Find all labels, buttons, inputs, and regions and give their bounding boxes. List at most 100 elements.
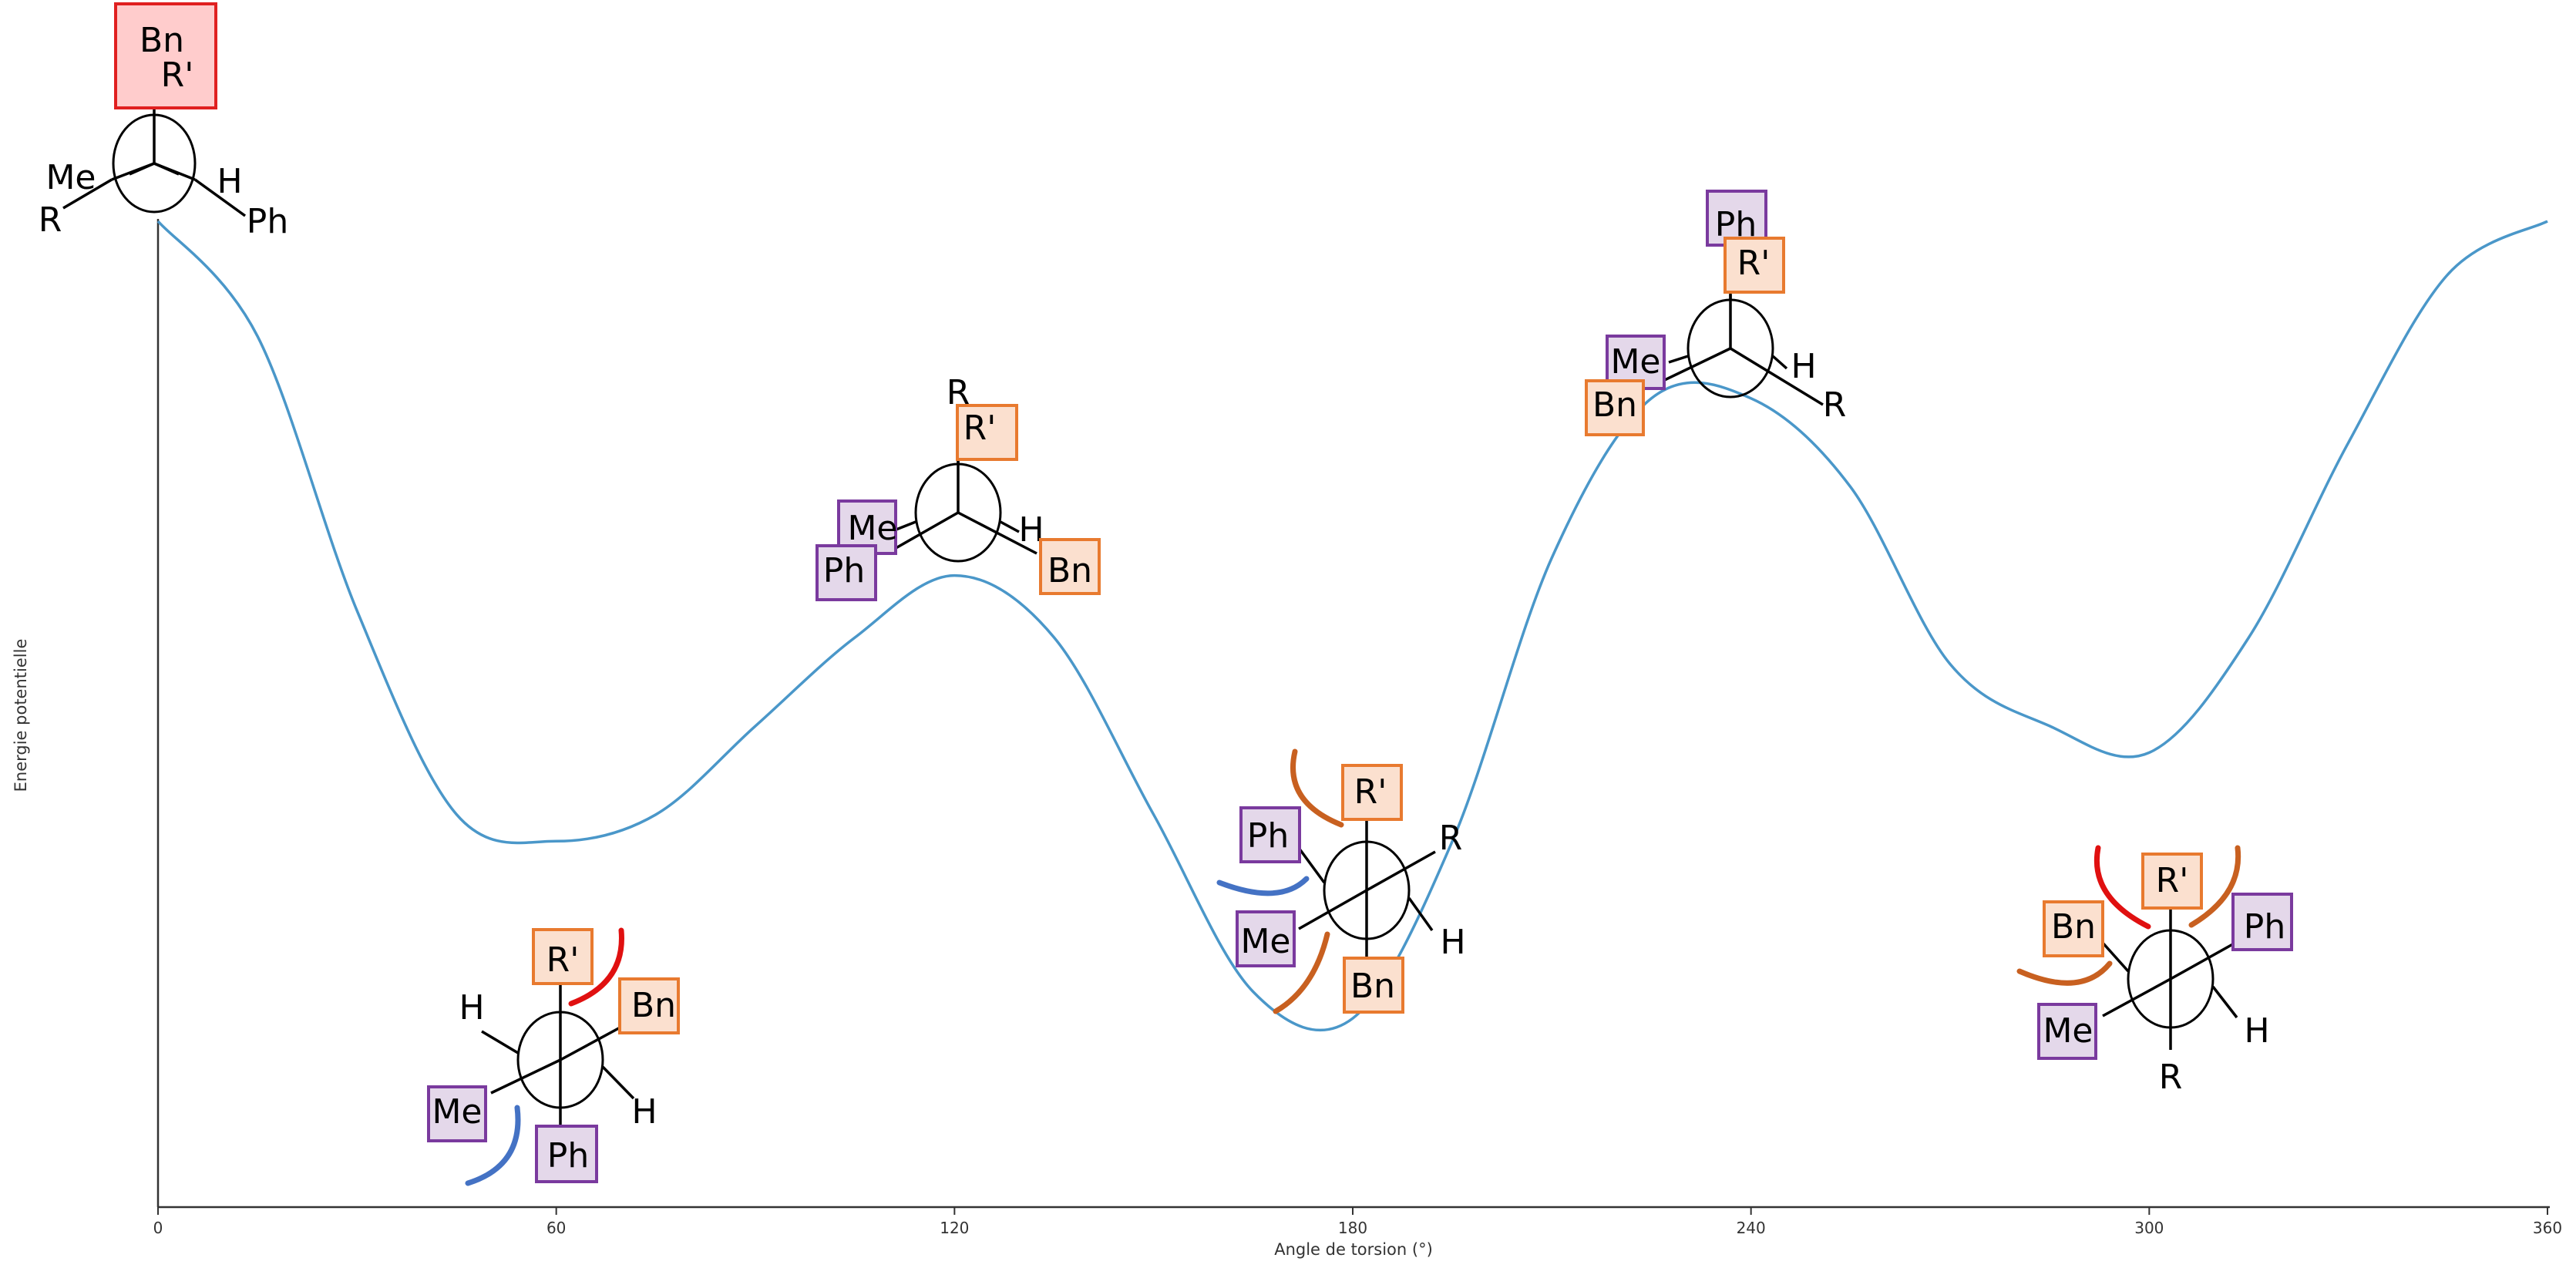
substituent-box-orange — [2141, 853, 2203, 910]
substituent-box-purple — [427, 1085, 487, 1142]
arc-orange-300-left — [2016, 960, 2113, 986]
newman-bond — [560, 1024, 625, 1061]
substituent-label: H — [1791, 347, 1816, 386]
newman-180: R' Ph R Me H Bn — [1236, 764, 1466, 1014]
x-tick-label: 300 — [2134, 1219, 2164, 1237]
newman-bond — [1730, 347, 1824, 406]
substituent-label: Me — [45, 158, 96, 197]
substituent-label: R — [2159, 1058, 2183, 1097]
newman-bond — [2170, 940, 2238, 980]
substituent-box-orange — [1723, 237, 1785, 294]
x-axis-label: Angle de torsion (°) — [1274, 1240, 1433, 1259]
y-axis-label: Energie potentielle — [12, 639, 30, 792]
substituent-label: Bn — [631, 986, 676, 1025]
substituent-box-orange — [1343, 957, 1404, 1014]
substituent-label: R' — [963, 409, 997, 448]
arc-orange-180-top — [1290, 748, 1344, 828]
axes: 0 60 120 180 240 300 360 Angle de torsion (°) … — [12, 219, 2562, 1259]
newman-bond — [2102, 977, 2171, 1017]
substituent-label: Bn — [140, 21, 184, 60]
x-tick-label: 0 — [153, 1219, 163, 1237]
substituent-box-purple — [816, 544, 877, 601]
newman-300: R' Bn Ph Me H R — [2037, 853, 2293, 1097]
newman-0: BnR' Me H R Ph — [39, 2, 288, 241]
substituent-label: Ph — [1247, 816, 1289, 856]
x-tick-label: 360 — [2533, 1219, 2562, 1237]
substituent-label: Ph — [547, 1136, 589, 1176]
substituent-box-orange — [532, 928, 594, 985]
substituent-label: R — [1823, 385, 1847, 425]
newman-bond — [957, 511, 1037, 555]
substituent-box-purple — [2037, 1003, 2097, 1060]
arc-red-300 — [2093, 845, 2151, 930]
newman-bond — [1771, 355, 1788, 370]
substituent-label: H — [217, 162, 242, 201]
substituent-label: R' — [2156, 861, 2189, 900]
newman-bond — [490, 1058, 561, 1095]
arc-blue-60 — [465, 1105, 521, 1186]
substituent-box-purple — [1239, 806, 1301, 863]
substituent-box-purple — [1706, 190, 1767, 247]
substituent-box-purple — [1236, 910, 1296, 967]
substituent-box-orange — [1039, 538, 1101, 595]
substituent-label: R — [39, 200, 62, 240]
newman-60: R' Bn H Me Ph H — [427, 928, 680, 1183]
substituent-label: Ph — [2244, 907, 2285, 947]
substituent-label: R — [1439, 819, 1463, 858]
substituent-box-red — [114, 2, 217, 109]
x-tick-label: 60 — [546, 1219, 566, 1237]
substituent-label: Me — [432, 1092, 482, 1132]
newman-bond — [601, 1065, 635, 1100]
substituent-label: Me — [847, 509, 897, 548]
arc-orange-300-right — [2188, 845, 2241, 928]
newman-bond — [1653, 347, 1731, 387]
substituent-box-orange — [2043, 900, 2104, 957]
newman-bond — [153, 162, 180, 176]
substituent-label: H — [459, 988, 484, 1028]
substituent-box-orange — [618, 977, 680, 1034]
substituent-label: Me — [1610, 342, 1660, 382]
substituent-label: Ph — [823, 551, 865, 590]
substituent-box-orange — [1341, 764, 1403, 821]
substituent-label: R' — [1354, 772, 1387, 812]
newman-bond — [129, 162, 155, 176]
substituent-box-orange — [1585, 379, 1645, 436]
substituent-label: H — [1440, 923, 1465, 962]
substituent-label: Bn — [1592, 385, 1637, 425]
newman-bond — [1298, 889, 1367, 930]
substituent-box-orange — [956, 404, 1018, 461]
substituent-box-purple — [535, 1125, 598, 1183]
arc-blue-180 — [1216, 876, 1310, 896]
newman-bond — [193, 178, 247, 217]
substituent-label: Me — [2043, 1011, 2093, 1051]
newman-bond — [886, 511, 959, 555]
interaction-arcs — [465, 748, 2241, 1186]
substituent-label: Bn — [1048, 551, 1092, 590]
newman-bond — [1297, 846, 1326, 884]
newman-bond — [2100, 940, 2130, 973]
newman-bond — [1407, 896, 1434, 932]
newman-bond — [1000, 520, 1020, 533]
substituent-label: Ph — [247, 202, 288, 241]
x-tick-label: 120 — [940, 1219, 969, 1237]
arc-red-60 — [568, 927, 624, 1007]
x-tick-label: 180 — [1338, 1219, 1367, 1237]
substituent-label: R' — [1737, 244, 1771, 283]
x-tick-label: 240 — [1737, 1219, 1766, 1237]
substituent-label: R' — [546, 940, 580, 980]
substituent-box-purple — [2231, 893, 2293, 951]
substituent-label: H — [631, 1092, 657, 1132]
newman-bond — [1668, 355, 1689, 364]
substituent-label: Bn — [1350, 967, 1395, 1006]
substituent-label: R' — [161, 55, 194, 95]
substituent-label: H — [2244, 1011, 2269, 1051]
newman-bond — [2211, 985, 2238, 1019]
newman-240: PhR'Me HBn R — [1585, 190, 1847, 436]
newman-bond — [1366, 850, 1436, 892]
substituent-label: Bn — [2051, 907, 2096, 947]
substituent-label: Me — [1240, 922, 1290, 961]
x-ticks: 0 60 120 180 240 300 360 — [153, 1207, 2562, 1237]
